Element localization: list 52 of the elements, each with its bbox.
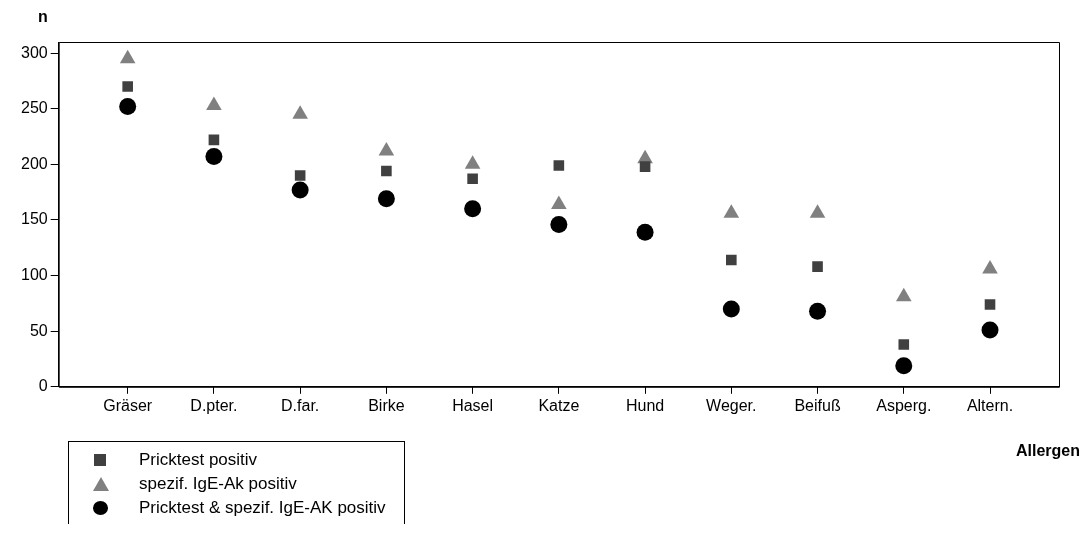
legend-label: Pricktest & spezif. IgE-AK positiv: [139, 498, 386, 518]
point: [636, 223, 654, 241]
y-tick-label: 100: [20, 265, 48, 283]
point: [206, 96, 222, 110]
point: [378, 142, 395, 156]
point: [812, 261, 823, 272]
x-tick-label: Katze: [538, 396, 580, 414]
point: [639, 161, 651, 172]
y-tick-label: 50: [29, 321, 48, 339]
point: [981, 321, 999, 339]
point: [898, 339, 910, 350]
x-tick-label: Birke: [368, 396, 405, 414]
point: [467, 173, 478, 185]
point: [464, 155, 481, 169]
x-tick-label: Asperg.: [876, 396, 932, 414]
point: [550, 215, 568, 233]
y-tick-label: 300: [20, 43, 48, 61]
y-axis-title: n: [38, 8, 48, 26]
point: [377, 190, 395, 208]
y-tick-label: 200: [20, 154, 48, 172]
x-tick-label: Weger.: [706, 396, 757, 414]
point: [551, 195, 567, 209]
legend-label: Pricktest positiv: [139, 450, 258, 470]
point: [722, 300, 740, 318]
x-tick-label: Altern.: [966, 396, 1014, 414]
x-tick-label: Hasel: [452, 396, 494, 414]
x-tick-label: D.pter.: [190, 396, 238, 414]
x-axis-title: Allergen: [1015, 442, 1080, 460]
y-tick-label: 150: [20, 210, 48, 228]
y-tick-label: 250: [20, 99, 48, 117]
x-tick-label: Beifuß: [794, 396, 841, 414]
x-tick-label: Hund: [625, 396, 665, 414]
x-tick-label: D.far.: [281, 396, 320, 414]
point: [119, 49, 136, 64]
point: [723, 204, 740, 218]
point: [464, 200, 482, 218]
point: [553, 160, 565, 171]
y-tick-label: 0: [38, 377, 48, 395]
point: [809, 204, 826, 218]
point: [726, 254, 737, 266]
point: [381, 165, 392, 177]
point: [895, 357, 913, 375]
point: [205, 148, 223, 166]
point: [292, 105, 308, 119]
legend-label: spezif. IgE-Ak positiv: [139, 474, 297, 494]
point: [119, 98, 137, 116]
point: [809, 302, 827, 320]
point: [984, 299, 996, 310]
point: [294, 170, 306, 181]
point: [291, 181, 309, 199]
x-tick-label: Gräser: [103, 396, 153, 414]
point: [122, 81, 133, 92]
